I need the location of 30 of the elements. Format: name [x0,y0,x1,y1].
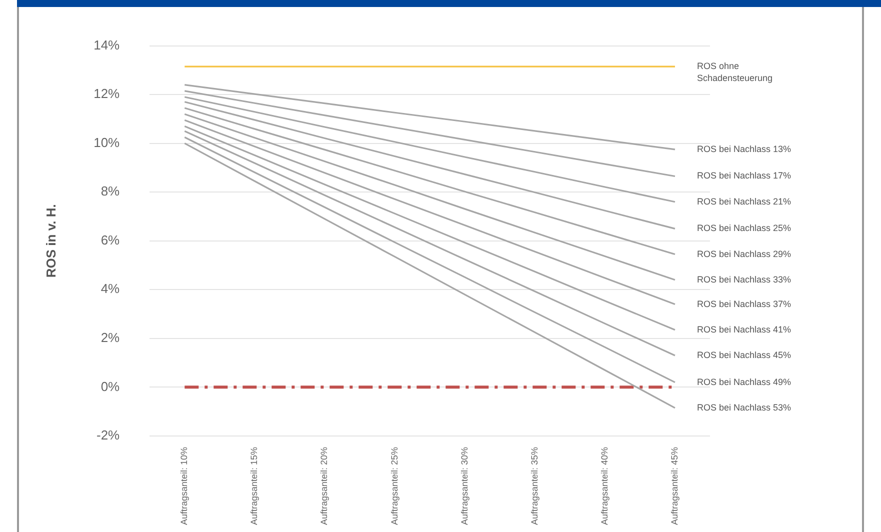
text: ROS bei Nachlass 21% [696,196,792,206]
x-tick-label: Auftragsanteil: 45% [669,446,680,525]
y-tick-label: -2% [96,428,120,443]
text: ROS ohne Schadensteuerung [696,61,773,84]
text: ROS bei Nachlass 41% [696,324,792,334]
text: ROS bei Nachlass 37% [696,298,792,309]
y-tick-label: 0% [100,378,120,394]
x-tick-label: Auftragsanteil: 30% [459,446,470,525]
x-tick-label: Auftragsanteil: 10% [179,446,190,525]
text: ROS bei Nachlass 17% [696,170,792,181]
y-axis-title: ROS in v. H. [43,204,58,278]
y-tick-label: 4% [100,281,120,296]
x-tick-label: Auftragsanteil: 20% [319,446,330,525]
x-tick-label: Auftragsanteil: 15% [249,446,260,525]
y-tick-label: 12% [94,86,120,102]
text: ROS bei Nachlass 29% [696,248,792,259]
text: ROS bei Nachlass 25% [696,223,792,234]
y-tick-label: 8% [100,184,120,199]
x-tick-label: Auftragsanteil: 40% [599,446,610,525]
text: ROS bei Nachlass 49% [696,376,792,387]
text: ROS bei Nachlass 45% [696,350,792,360]
y-tick-label: 2% [100,330,120,345]
text: ROS bei Nachlass 53% [696,402,792,412]
text: ROS bei Nachlass 13% [696,144,792,154]
text: ROS bei Nachlass 33% [696,274,792,284]
x-tick-label: Auftragsanteil: 35% [529,446,540,525]
x-tick-label: Auftragsanteil: 25% [389,446,400,525]
y-tick-label: 14% [94,37,120,52]
y-tick-label: 10% [94,134,120,150]
y-tick-label: 6% [100,232,120,248]
